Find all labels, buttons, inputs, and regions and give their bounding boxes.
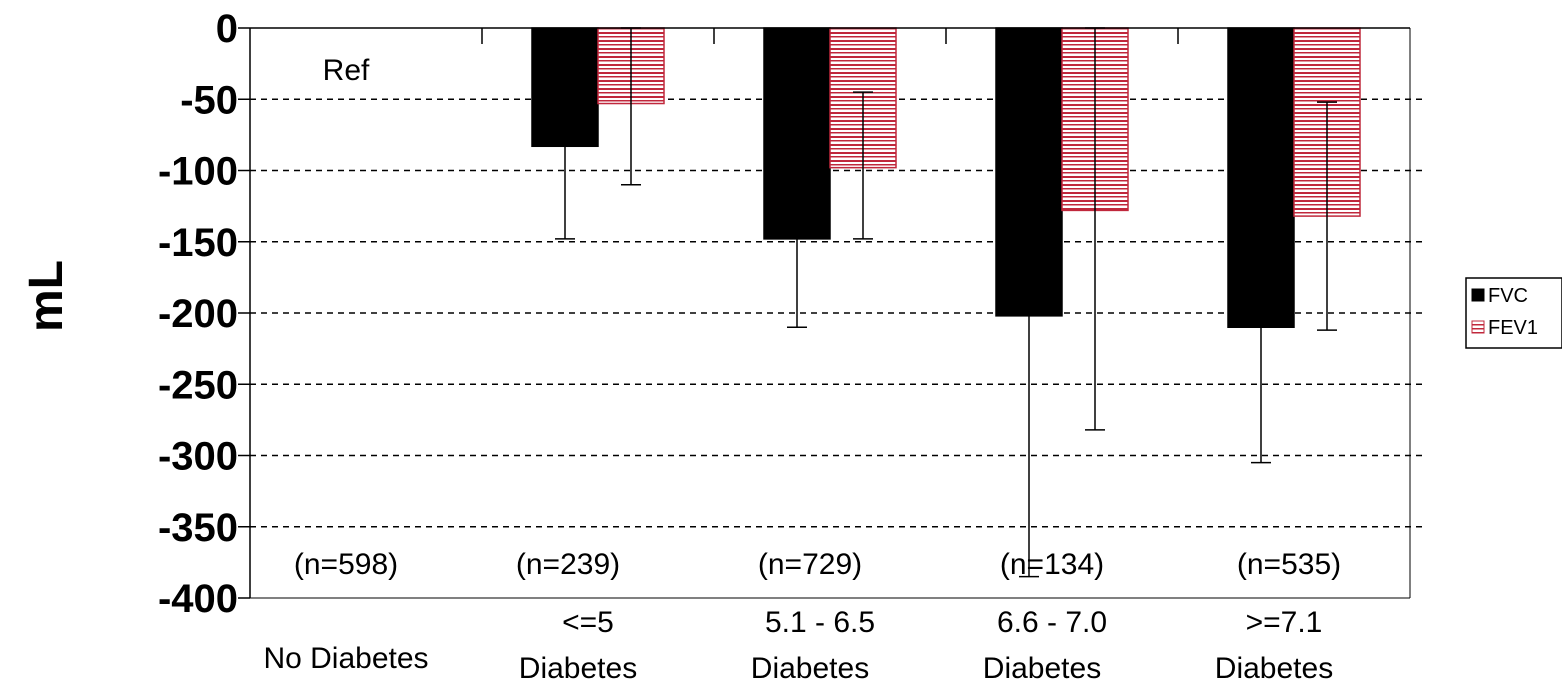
x-category-label: Diabetes [983,652,1101,685]
legend-label-fev1: FEV1 [1488,317,1538,339]
y-tick-label: -200 [158,292,238,336]
y-tick-label: -50 [180,78,238,122]
x-category-label: Diabetes [519,652,637,685]
legend-label-fvc: FVC [1488,285,1528,307]
y-axis-label: mL [20,260,73,332]
fvc-bar [763,27,831,240]
axes [238,27,1411,599]
y-tick-label: -250 [158,363,238,407]
sample-size-label: (n=535) [1237,548,1341,581]
sample-size-label: (n=134) [1000,548,1104,581]
x-category-label: Diabetes [751,652,869,685]
x-category-label: Diabetes [1215,652,1333,685]
fvc-bar [995,27,1063,317]
y-tick-label: 0 [216,7,238,51]
labels: 0 -50 -100 -150 -200 -250 -300 -350 -400 Ref (n=59… [20,7,1341,685]
legend-swatch-fvc [1471,288,1485,302]
x-category-label: >=7.1 [1246,606,1323,639]
legend-swatch-fev1 [1471,320,1485,334]
error-bars [555,27,1337,578]
y-tick-label: -400 [158,577,238,621]
sample-size-label: (n=239) [516,548,620,581]
legend: FVC FEV1 [1465,277,1562,349]
x-category-label: <=5 [562,606,614,639]
bars [531,27,1361,328]
fvc-bar [531,27,599,148]
y-tick-label: -100 [158,150,238,194]
x-category-label: 6.6 - 7.0 [997,606,1107,639]
y-tick-label: -350 [158,506,238,550]
sample-size-label: (n=729) [758,548,862,581]
fvc-bar [1227,27,1295,328]
reference-label: Ref [323,54,370,87]
y-tick-label: -150 [158,221,238,265]
sample-size-label: (n=598) [294,548,398,581]
x-category-label: No Diabetes [263,642,428,675]
x-category-label: 5.1 - 6.5 [765,606,875,639]
y-tick-label: -300 [158,435,238,479]
